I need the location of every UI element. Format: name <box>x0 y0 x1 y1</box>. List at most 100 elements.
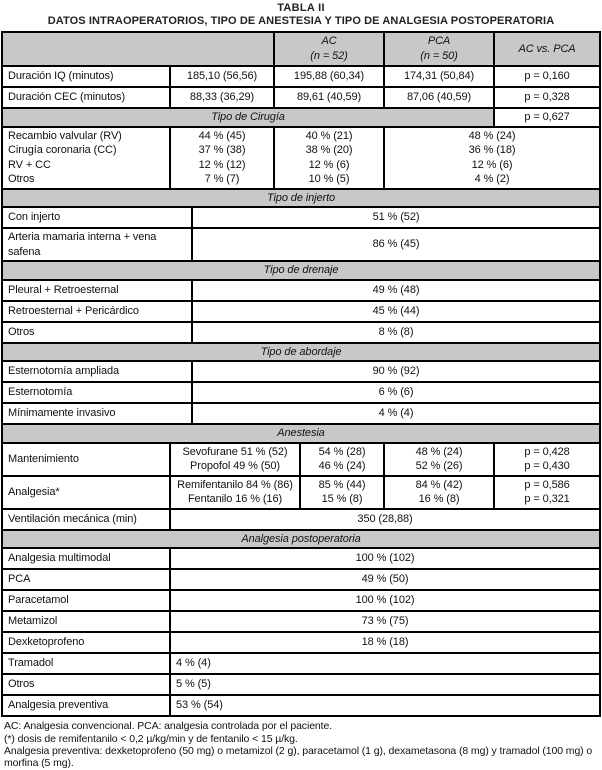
cell-total: 185,10 (56,56) <box>169 65 275 88</box>
cirugia-labels: Recambio valvular (RV) Cirugía coronaria… <box>1 125 171 190</box>
section-row-postoperatoria: Analgesia postoperatoria <box>0 528 602 550</box>
table-row: Tramadol 4 % (4) <box>1 652 602 676</box>
p-line: p = 0,430 <box>524 460 570 473</box>
value-line: 85 % (44) <box>318 478 366 491</box>
row-value: 6 % (6) <box>190 381 602 405</box>
row-value: 4 % (4) <box>168 652 602 676</box>
section-header-drenaje: Tipo de drenaje <box>0 260 602 281</box>
table-row: Otros 5 % (5) <box>1 673 602 697</box>
row-label: Cirugía coronaria (CC) <box>8 144 117 157</box>
cell-ac: 89,61 (40,59) <box>272 86 386 109</box>
row-value: 45 % (44) <box>190 299 602 323</box>
cell-pvalue: p = 0,160 <box>493 65 602 88</box>
row-value: 100 % (102) <box>168 589 602 613</box>
section-row-drenaje: Tipo de drenaje <box>0 260 602 281</box>
header-ac-label: AC <box>321 35 337 48</box>
header-acvspca: AC vs. PCA <box>493 31 602 67</box>
row-label: Mantenimiento <box>1 441 171 477</box>
table-row: Duración CEC (minutos) 88,33 (36,29) 89,… <box>1 86 602 109</box>
data-table: AC (n = 52) PCA (n = 50) AC vs. PCA Dura… <box>0 31 602 718</box>
row-label: Duración IQ (minutos) <box>1 65 171 88</box>
value-line: 15 % (8) <box>321 493 363 506</box>
row-label: Arteria mamaria interna + vena safena <box>1 227 193 263</box>
row-label: Dexketoprofeno <box>1 631 171 655</box>
cell-pvalue: p = 0,328 <box>493 86 602 109</box>
cell-ac: 40 % (21) <box>305 129 353 142</box>
table-row: Duración IQ (minutos) 185,10 (56,56) 195… <box>1 65 602 88</box>
section-header-cirugia: Tipo de Cirugía <box>0 107 496 128</box>
detail-line: Remifentanilo 84 % (86) <box>177 478 293 491</box>
cirugia-total: 44 % (45) 37 % (38) 12 % (12) 7 % (7) <box>169 125 275 190</box>
table-row: Otros 8 % (8) <box>1 320 602 344</box>
table-row: Ventilación mecánica (min) 350 (28,88) <box>1 507 602 531</box>
cirugia-ac: 40 % (21) 38 % (20) 12 % (6) 10 % (5) <box>272 125 386 190</box>
row-value: 49 % (50) <box>168 568 602 592</box>
p-line: p = 0,321 <box>524 493 570 506</box>
table-row: Esternotomía ampliada 90 % (92) <box>1 360 602 384</box>
row-label: Otros <box>8 173 35 186</box>
header-pca-n: (n = 50) <box>420 50 458 62</box>
cell-pca: 174,31 (50,84) <box>383 65 496 88</box>
header-pca: PCA (n = 50) <box>383 31 496 67</box>
table-row: Con injerto 51 % (52) <box>1 206 602 230</box>
cell-ac: 10 % (5) <box>308 173 350 186</box>
row-label: Recambio valvular (RV) <box>8 129 122 142</box>
cell-ac: 85 % (44) 15 % (8) <box>298 474 386 510</box>
row-value: 18 % (18) <box>168 631 602 655</box>
footnote-analgesia-preventiva: Analgesia preventiva: dexketoprofeno (50… <box>4 745 593 770</box>
cell-pvalue: p = 0,627 <box>493 107 602 128</box>
section-header-anestesia: Anestesia <box>0 423 602 444</box>
detail-line: Sevofurane 51 % (52) <box>182 445 288 458</box>
table-row: Analgesia multimodal 100 % (102) <box>1 547 602 571</box>
cell-pca: 48 % (24) <box>468 129 516 142</box>
cell-pvalue: p = 0,428 p = 0,430 <box>493 441 602 477</box>
value-line: 54 % (28) <box>318 445 366 458</box>
row-value: 86 % (45) <box>190 227 602 263</box>
cell-ac: 54 % (28) 46 % (24) <box>298 441 386 477</box>
cell-pca: 87,06 (40,59) <box>383 86 496 109</box>
row-label: Con injerto <box>1 206 193 230</box>
row-value: 53 % (54) <box>168 694 602 718</box>
table-row-cirugia-data: Recambio valvular (RV) Cirugía coronaria… <box>1 125 602 190</box>
row-value: 73 % (75) <box>168 610 602 634</box>
cell-pvalue: p = 0,586 p = 0,321 <box>493 474 602 510</box>
header-ac: AC (n = 52) <box>272 31 386 67</box>
footnotes: AC: Analgesia convencional. PCA: analges… <box>1 720 601 770</box>
section-row-abordaje: Tipo de abordaje <box>0 341 602 363</box>
row-label: Paracetamol <box>1 589 171 613</box>
table-row-analgesia: Analgesia* Remifentanilo 84 % (86) Fenta… <box>1 474 602 510</box>
cell-pca: 84 % (42) 16 % (8) <box>383 474 496 510</box>
table-row: Analgesia preventiva 53 % (54) <box>1 694 602 718</box>
value-line: 46 % (24) <box>318 460 366 473</box>
row-value: 5 % (5) <box>168 673 602 697</box>
row-value: 350 (28,88) <box>168 507 602 531</box>
row-value: 51 % (52) <box>190 206 602 230</box>
row-label: Tramadol <box>1 652 171 676</box>
cell-pca: 36 % (18) <box>468 144 516 157</box>
value-line: 16 % (8) <box>418 493 460 506</box>
footnote-asterisk: (*) dosis de remifentanilo < 0,2 µ/kg/mi… <box>4 732 298 745</box>
cell-ac: 12 % (6) <box>308 158 350 171</box>
row-label: Analgesia preventiva <box>1 694 171 718</box>
header-ac-n: (n = 52) <box>310 50 348 62</box>
cell-detail: Remifentanilo 84 % (86) Fentanilo 16 % (… <box>169 474 301 510</box>
cell-detail: Sevofurane 51 % (52) Propofol 49 % (50) <box>169 441 301 477</box>
table-row: Arteria mamaria interna + vena safena 86… <box>1 227 602 263</box>
header-pca-label: PCA <box>427 35 451 48</box>
table-row: Retroesternal + Pericárdico 45 % (44) <box>1 299 602 323</box>
section-header-postoperatoria: Analgesia postoperatoria <box>0 528 602 550</box>
table-row: Dexketoprofeno 18 % (18) <box>1 631 602 655</box>
cell-pca: 12 % (6) <box>471 158 513 171</box>
cell-pca: 48 % (24) 52 % (26) <box>383 441 496 477</box>
cirugia-pca: 48 % (24) 36 % (18) 12 % (6) 4 % (2) <box>383 125 602 190</box>
table-row: Pleural + Retroesternal 49 % (48) <box>1 278 602 302</box>
table-row: Esternotomía 6 % (6) <box>1 381 602 405</box>
detail-line: Fentanilo 16 % (16) <box>187 493 283 506</box>
cell-total: 88,33 (36,29) <box>169 86 275 109</box>
table-row: Mínimamente invasivo 4 % (4) <box>1 402 602 426</box>
row-value: 49 % (48) <box>190 278 602 302</box>
row-value: 100 % (102) <box>168 547 602 571</box>
cell-pca: 4 % (2) <box>474 173 510 186</box>
row-label: Ventilación mecánica (min) <box>1 507 171 531</box>
